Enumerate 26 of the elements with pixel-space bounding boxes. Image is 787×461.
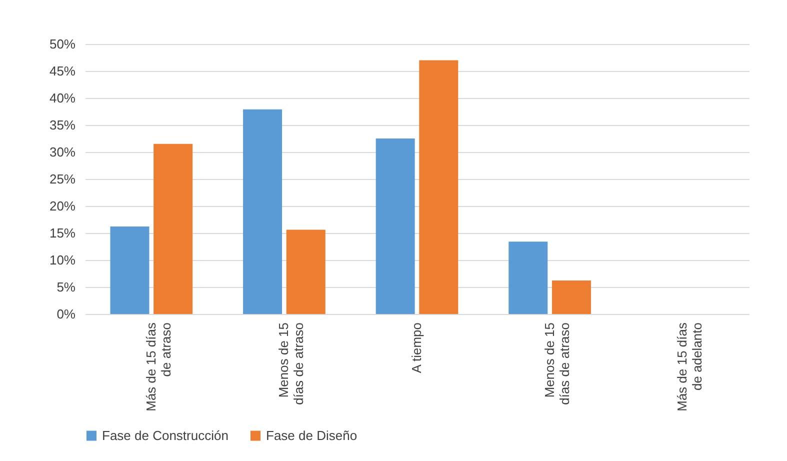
y-tick-label: 20% — [49, 198, 76, 214]
x-tick-label: Menos de 15 días de atraso — [542, 322, 572, 405]
bar — [154, 144, 193, 314]
y-tick-label: 5% — [56, 280, 76, 294]
y-tick-label: 30% — [49, 144, 76, 160]
y-tick-label: 35% — [49, 118, 76, 132]
y-tick-label: 45% — [49, 64, 76, 78]
x-tick-label: Menos de 15 días de atraso — [276, 322, 306, 405]
x-tick-label: A tiempo — [409, 322, 424, 374]
y-tick-label: 10% — [49, 252, 76, 268]
y-tick-label: 40% — [49, 90, 76, 106]
bar — [508, 242, 548, 314]
bar — [419, 60, 458, 314]
bar — [552, 280, 591, 314]
y-tick-label: 0% — [56, 306, 76, 322]
legend-label: Fase de Diseño — [266, 428, 358, 443]
legend-label: Fase de Construcción — [102, 428, 228, 443]
bar — [110, 226, 150, 314]
y-tick-label: 15% — [49, 226, 76, 240]
y-tick-label: 50% — [49, 36, 76, 52]
x-tick-label: Más de 15 días de atraso — [143, 322, 174, 412]
bar — [376, 138, 415, 314]
bar — [286, 230, 326, 314]
bar — [243, 109, 282, 314]
y-tick-label: 25% — [49, 172, 76, 186]
x-tick-label: Más de 15 días de adelanto — [674, 322, 705, 412]
